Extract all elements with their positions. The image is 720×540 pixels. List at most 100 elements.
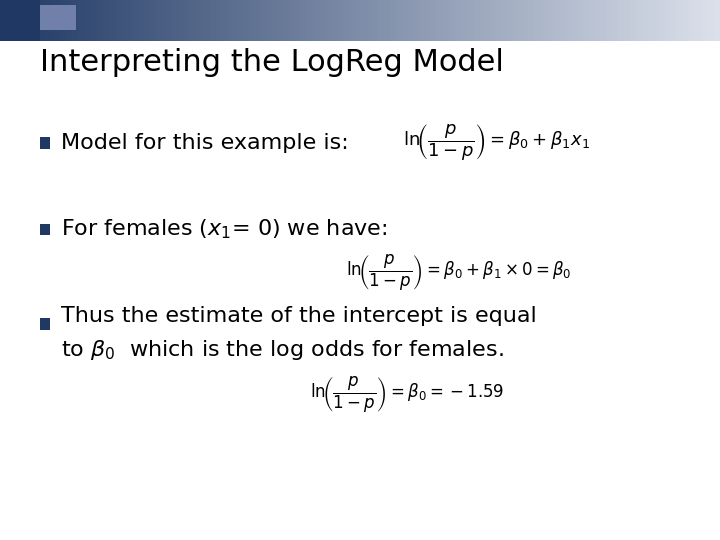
- Bar: [310, 0, 312, 40]
- Bar: [274, 0, 276, 40]
- Bar: [441, 0, 445, 40]
- Bar: [629, 0, 632, 40]
- Bar: [554, 0, 557, 40]
- Bar: [115, 0, 118, 40]
- Bar: [34, 0, 37, 40]
- Bar: [132, 0, 135, 40]
- Bar: [389, 0, 392, 40]
- Bar: [257, 0, 260, 40]
- Bar: [497, 0, 500, 40]
- Bar: [55, 0, 58, 40]
- Bar: [425, 0, 428, 40]
- Bar: [166, 0, 168, 40]
- Bar: [158, 0, 161, 40]
- Bar: [135, 0, 138, 40]
- Bar: [230, 0, 233, 40]
- Bar: [360, 0, 363, 40]
- Bar: [612, 0, 615, 40]
- Bar: [523, 0, 526, 40]
- Bar: [65, 0, 68, 40]
- Bar: [665, 0, 668, 40]
- Bar: [504, 0, 507, 40]
- Bar: [693, 0, 697, 40]
- Bar: [603, 0, 606, 40]
- Bar: [216, 0, 219, 40]
- Bar: [387, 0, 390, 40]
- Bar: [178, 0, 181, 40]
- Bar: [689, 0, 692, 40]
- Bar: [286, 0, 289, 40]
- Bar: [130, 0, 132, 40]
- Bar: [526, 0, 528, 40]
- Text: $\mathrm{ln}\!\left(\dfrac{p}{1-p}\right)=\beta_0=-1.59$: $\mathrm{ln}\!\left(\dfrac{p}{1-p}\right…: [310, 375, 503, 415]
- Bar: [653, 0, 656, 40]
- Bar: [45, 0, 49, 40]
- Bar: [624, 0, 627, 40]
- Bar: [511, 0, 514, 40]
- Bar: [214, 0, 217, 40]
- Bar: [0, 0, 40, 40]
- Bar: [686, 0, 690, 40]
- Bar: [394, 0, 397, 40]
- Bar: [444, 0, 447, 40]
- Bar: [518, 0, 521, 40]
- Bar: [38, 0, 42, 40]
- Bar: [161, 0, 164, 40]
- Bar: [369, 0, 373, 40]
- Bar: [247, 0, 251, 40]
- Bar: [698, 0, 701, 40]
- Bar: [432, 0, 435, 40]
- Bar: [475, 0, 478, 40]
- Text: Model for this example is:: Model for this example is:: [61, 133, 349, 153]
- Bar: [81, 0, 85, 40]
- Bar: [583, 0, 586, 40]
- Bar: [648, 0, 651, 40]
- Bar: [322, 0, 325, 40]
- Bar: [495, 0, 498, 40]
- Bar: [50, 0, 53, 40]
- Bar: [171, 0, 174, 40]
- Bar: [619, 0, 622, 40]
- Bar: [283, 0, 287, 40]
- Bar: [670, 0, 672, 40]
- Bar: [696, 0, 699, 40]
- Bar: [576, 0, 579, 40]
- Bar: [684, 0, 687, 40]
- Bar: [125, 0, 128, 40]
- Bar: [446, 0, 449, 40]
- Bar: [372, 0, 375, 40]
- Bar: [569, 0, 572, 40]
- Text: Interpreting the LogReg Model: Interpreting the LogReg Model: [40, 48, 503, 77]
- Bar: [290, 0, 294, 40]
- Bar: [567, 0, 570, 40]
- Text: Thus the estimate of the intercept is equal: Thus the estimate of the intercept is eq…: [61, 306, 537, 326]
- Bar: [415, 0, 418, 40]
- Bar: [142, 0, 145, 40]
- Bar: [487, 0, 490, 40]
- Bar: [401, 0, 404, 40]
- Bar: [175, 0, 179, 40]
- Bar: [302, 0, 305, 40]
- Bar: [199, 0, 202, 40]
- Bar: [197, 0, 200, 40]
- Bar: [703, 0, 706, 40]
- Bar: [245, 0, 248, 40]
- Bar: [562, 0, 564, 40]
- Bar: [204, 0, 207, 40]
- Bar: [641, 0, 644, 40]
- Bar: [252, 0, 255, 40]
- Bar: [470, 0, 474, 40]
- Bar: [19, 0, 22, 40]
- Bar: [53, 0, 56, 40]
- Bar: [557, 0, 560, 40]
- Bar: [605, 0, 608, 40]
- Bar: [365, 0, 368, 40]
- Bar: [218, 0, 222, 40]
- Bar: [48, 0, 51, 40]
- Bar: [691, 0, 694, 40]
- Bar: [682, 0, 685, 40]
- Bar: [0, 0, 3, 40]
- Bar: [137, 0, 140, 40]
- Bar: [374, 0, 377, 40]
- Bar: [156, 0, 159, 40]
